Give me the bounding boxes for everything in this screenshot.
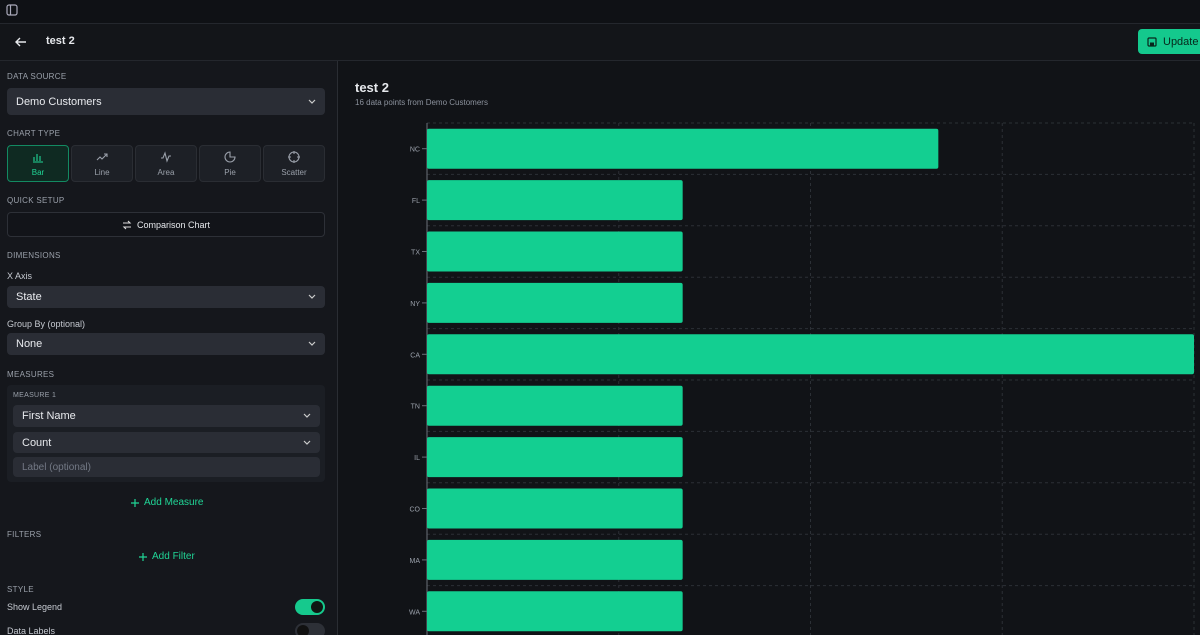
select-value: State [16,291,42,303]
update-button[interactable]: Update [1138,29,1200,54]
sidebar-toggle-icon[interactable] [6,4,18,16]
section-label: FILTERS [7,530,42,539]
toggle-switch[interactable] [295,623,325,635]
y-tick-label: TX [411,250,420,257]
bar [427,591,683,632]
bar [427,282,683,323]
icon-path [161,150,171,163]
chart-type-option[interactable]: Scatter [263,145,325,182]
measure-title: MEASURE 1 [13,392,57,399]
chevron [308,341,316,346]
y-tick-label: CA [410,352,420,359]
icon-path [33,153,43,163]
button-label: Comparison Chart [136,219,211,230]
icon-path [288,150,300,163]
chart-type-option[interactable]: Area [135,145,197,182]
button-label: Add Filter [152,551,195,562]
editor-title: test 2 [46,35,75,47]
y-tick-label: IL [414,455,420,462]
icon-path [96,152,108,160]
select-value: Demo Customers [16,95,102,108]
add-filter-button[interactable]: Add Filter [139,551,195,562]
bar [427,334,1194,375]
section-label: QUICK SETUP [7,196,65,205]
data-source-select[interactable]: Demo Customers [7,88,325,115]
swap-icon [122,220,132,229]
toggle-label: Show Legend [7,602,63,612]
chart-type-icon [33,153,43,163]
plus-icon [131,498,139,507]
x-axis-select[interactable]: State [7,286,325,308]
icon-path [224,150,236,163]
section-label: DIMENSIONS [7,251,61,260]
bar [427,437,683,478]
chart-type-label: Scatter [281,167,307,177]
field-select[interactable]: First Name [13,405,320,427]
chart-type-icon [224,150,236,163]
chart-type-option[interactable]: Line [71,145,133,182]
chevron [303,440,311,445]
toggle-switch[interactable] [295,599,325,615]
chevron [308,99,316,104]
bar [427,180,683,221]
add-measure-button[interactable]: Add Measure [131,497,203,508]
section-label: MEASURES [7,370,55,379]
chart-type-option[interactable]: Pie [199,145,261,182]
y-tick-label: NC [410,147,420,154]
y-tick-label: NY [410,301,420,308]
measure-card: MEASURE 1 First Name Count Label (option… [7,385,325,482]
group-by-select[interactable]: None [7,333,325,355]
toggle-knob [297,625,309,635]
select-value: Count [22,436,52,449]
chart: NC FL TX NY CA TN IL CO MA WA [409,122,1195,635]
button-label: Add Measure [144,497,204,508]
chart-type-icon [96,152,108,160]
toggle-knob [311,601,323,613]
plus-icon [139,552,147,561]
chart-title: test 2 [355,80,389,95]
field-label: Group By (optional) [7,319,86,329]
chart-type-icon [288,150,300,163]
chart-type-label: Area [157,167,175,177]
section-label: STYLE [7,585,34,594]
comparison-chart-button[interactable]: Comparison Chart [7,212,325,237]
chart-type-label: Bar [31,167,45,177]
chart-type-icon [161,150,171,163]
chart-type-option[interactable]: Bar [7,145,69,182]
label-input[interactable]: Label (optional) [13,457,320,477]
y-tick-label: MA [410,558,421,565]
sidebar: DATA SOURCE Demo Customers CHART TYPE QU… [0,61,338,635]
top-bar [0,0,1200,24]
chart-type-label: Pie [224,167,236,177]
save-icon [1147,36,1157,47]
chart-panel: test 2 16 data points from Demo Customer… [338,61,1200,635]
bar [427,128,939,169]
y-tick-label: CO [410,507,421,514]
field-label: X Axis [7,271,33,281]
select-value: First Name [22,410,76,422]
section-label: CHART TYPE [7,129,61,138]
update-label: Update [1163,35,1199,48]
header: test 2 Update [0,24,1200,61]
y-tick-label: TN [411,404,420,411]
section-label: DATA SOURCE [7,72,67,81]
bar [427,539,683,580]
y-tick-label: WA [409,609,420,616]
aggregation-select[interactable]: Count [13,432,320,453]
bar [427,385,683,426]
chart-type-label: Line [94,167,110,177]
chevron [308,294,316,299]
bar [427,488,683,529]
back-icon[interactable] [15,37,27,47]
toggle-label: Data Labels [7,626,56,635]
placeholder: Label (optional) [22,461,91,473]
chart-subtitle: 16 data points from Demo Customers [355,98,488,107]
chevron [303,413,311,418]
y-tick-label: FL [412,198,420,205]
bar [427,231,683,272]
select-value: None [16,338,43,350]
